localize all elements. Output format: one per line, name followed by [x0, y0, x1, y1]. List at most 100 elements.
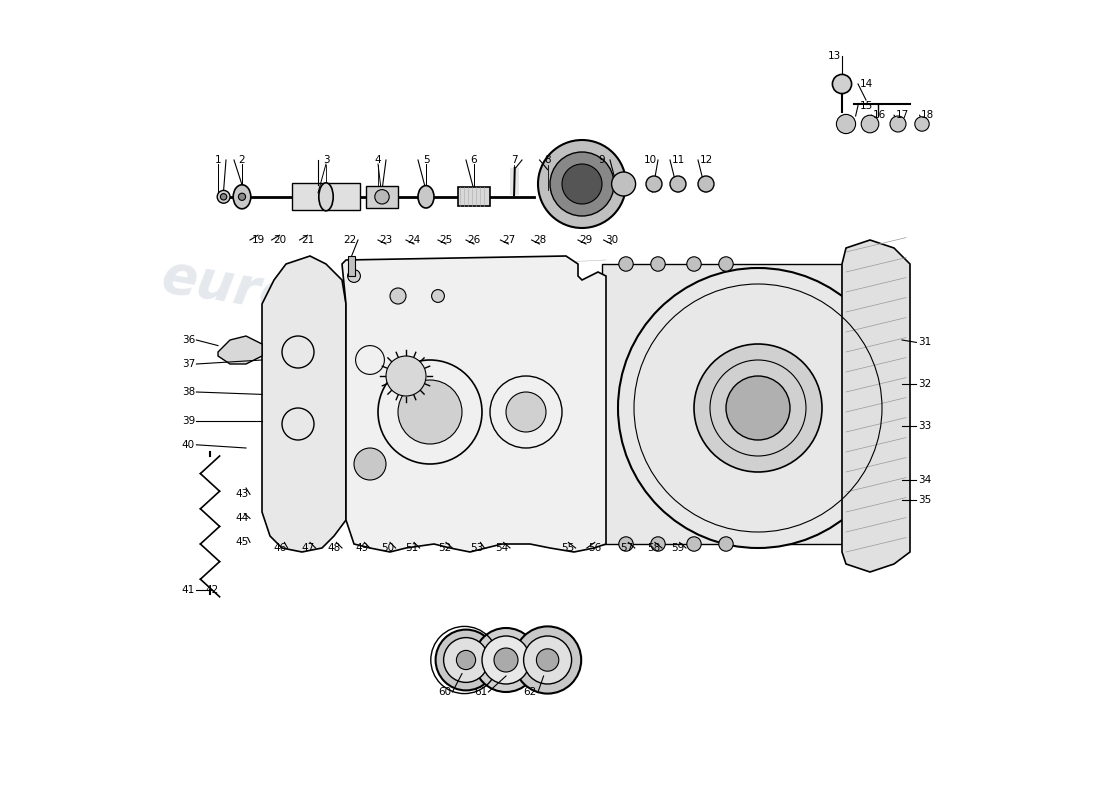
- Polygon shape: [842, 240, 910, 572]
- Text: 30: 30: [605, 235, 618, 245]
- Text: 2: 2: [239, 155, 245, 165]
- Bar: [602, 264, 842, 544]
- Circle shape: [612, 172, 636, 196]
- Text: 5: 5: [422, 155, 429, 165]
- Polygon shape: [262, 256, 346, 552]
- Circle shape: [686, 537, 701, 551]
- Text: 32: 32: [917, 379, 931, 389]
- Circle shape: [651, 537, 666, 551]
- Text: eurospares: eurospares: [477, 306, 815, 414]
- Circle shape: [646, 176, 662, 192]
- Text: 36: 36: [182, 335, 195, 345]
- Circle shape: [494, 648, 518, 672]
- Circle shape: [619, 257, 634, 271]
- Ellipse shape: [418, 186, 434, 208]
- Bar: [366, 186, 398, 208]
- Text: 56: 56: [588, 543, 602, 553]
- Text: 49: 49: [355, 543, 368, 553]
- Circle shape: [550, 152, 614, 216]
- Text: 29: 29: [580, 235, 593, 245]
- Text: 21: 21: [301, 235, 315, 245]
- Text: 55: 55: [561, 543, 574, 553]
- Circle shape: [726, 376, 790, 440]
- Circle shape: [436, 630, 496, 690]
- Text: 43: 43: [235, 490, 249, 499]
- Text: 13: 13: [827, 51, 840, 61]
- Text: 27: 27: [502, 235, 515, 245]
- Circle shape: [718, 257, 734, 271]
- Text: 41: 41: [182, 586, 195, 595]
- Circle shape: [538, 140, 626, 228]
- Circle shape: [474, 628, 538, 692]
- Text: 28: 28: [534, 235, 547, 245]
- Text: 19: 19: [252, 235, 265, 245]
- Text: 9: 9: [598, 155, 605, 165]
- Bar: [349, 256, 355, 276]
- Circle shape: [562, 164, 602, 204]
- Text: 22: 22: [343, 235, 356, 245]
- Polygon shape: [218, 336, 262, 364]
- Text: 11: 11: [671, 155, 684, 165]
- Circle shape: [890, 116, 906, 132]
- Text: 38: 38: [182, 387, 195, 397]
- Circle shape: [861, 115, 879, 133]
- Circle shape: [524, 636, 572, 684]
- Text: 59: 59: [671, 543, 684, 553]
- Circle shape: [686, 257, 701, 271]
- Text: 44: 44: [235, 514, 249, 523]
- Text: 3: 3: [322, 155, 329, 165]
- Text: 45: 45: [235, 538, 249, 547]
- Circle shape: [390, 288, 406, 304]
- Circle shape: [431, 290, 444, 302]
- Text: 58: 58: [648, 543, 661, 553]
- Text: 46: 46: [273, 543, 286, 553]
- Circle shape: [506, 392, 546, 432]
- Circle shape: [443, 638, 488, 682]
- Bar: [293, 183, 360, 210]
- Circle shape: [619, 537, 634, 551]
- Text: 20: 20: [273, 235, 286, 245]
- Text: 57: 57: [620, 543, 634, 553]
- Circle shape: [398, 380, 462, 444]
- Text: 34: 34: [917, 475, 931, 485]
- Text: 16: 16: [873, 110, 887, 120]
- Ellipse shape: [217, 190, 230, 203]
- Ellipse shape: [375, 190, 389, 204]
- Text: 14: 14: [859, 79, 872, 89]
- Text: 54: 54: [495, 543, 508, 553]
- Circle shape: [348, 270, 361, 282]
- Text: 17: 17: [895, 110, 909, 120]
- Text: 12: 12: [700, 155, 713, 165]
- Text: 53: 53: [470, 543, 483, 553]
- Text: 61: 61: [474, 687, 487, 697]
- Circle shape: [482, 636, 530, 684]
- Circle shape: [456, 650, 475, 670]
- Text: 35: 35: [917, 495, 931, 505]
- Text: 42: 42: [206, 586, 219, 595]
- Polygon shape: [342, 256, 606, 552]
- Ellipse shape: [220, 194, 227, 200]
- Text: 50: 50: [381, 543, 394, 553]
- Circle shape: [718, 537, 734, 551]
- Text: 33: 33: [917, 421, 931, 430]
- Circle shape: [698, 176, 714, 192]
- Text: 4: 4: [375, 155, 382, 165]
- Text: 18: 18: [921, 110, 934, 120]
- Text: 6: 6: [471, 155, 477, 165]
- Circle shape: [618, 268, 898, 548]
- Text: 60: 60: [438, 687, 451, 697]
- Text: 15: 15: [859, 101, 872, 110]
- Circle shape: [836, 114, 856, 134]
- Text: 39: 39: [182, 416, 195, 426]
- Text: 52: 52: [438, 543, 451, 553]
- Circle shape: [651, 257, 666, 271]
- Ellipse shape: [239, 193, 245, 200]
- Text: 47: 47: [301, 543, 315, 553]
- Ellipse shape: [319, 182, 333, 210]
- Bar: [458, 187, 490, 206]
- Text: eurospares: eurospares: [157, 250, 495, 358]
- Circle shape: [386, 356, 426, 396]
- Text: 26: 26: [468, 235, 481, 245]
- Circle shape: [354, 448, 386, 480]
- Text: 37: 37: [182, 359, 195, 369]
